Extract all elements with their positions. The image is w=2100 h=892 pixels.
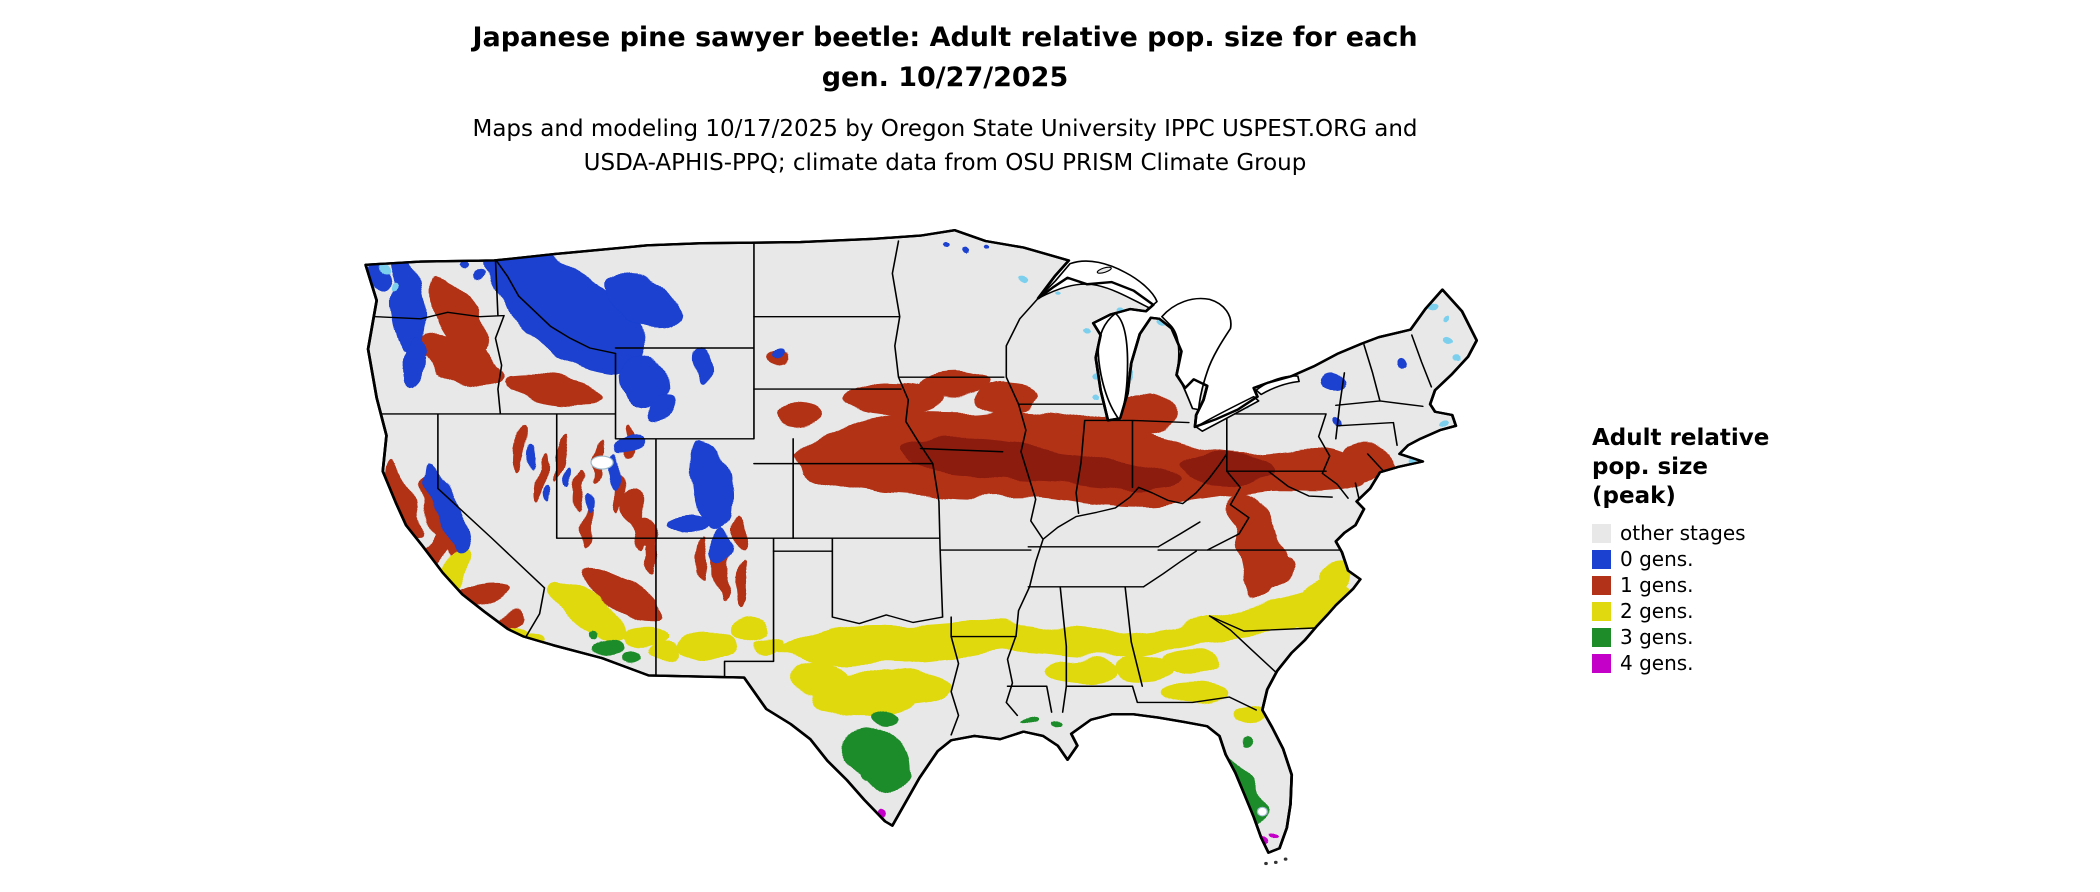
- legend-item-1-gens: 1 gens.: [1592, 572, 1882, 598]
- legend-item-0-gens: 0 gens.: [1592, 546, 1882, 572]
- subtitle-line-1: Maps and modeling 10/17/2025 by Oregon S…: [472, 116, 1418, 142]
- legend: Adult relative pop. size (peak) other st…: [1592, 424, 1882, 676]
- us-map-svg: [364, 229, 1479, 866]
- great-salt-lake: [590, 455, 614, 470]
- lake-okeechobee: [1256, 806, 1268, 817]
- legend-swatch: [1592, 601, 1611, 621]
- lake-superior: [1037, 260, 1158, 309]
- legend-swatch: [1592, 627, 1611, 647]
- national-outline: [364, 229, 1479, 854]
- legend-item-label: 0 gens.: [1620, 547, 1694, 571]
- region-1-gens-core: [898, 439, 1270, 490]
- legend-item-3-gens: 3 gens.: [1592, 624, 1882, 650]
- legend-swatch: [1592, 575, 1611, 595]
- legend-swatch: [1592, 523, 1611, 543]
- legend-swatch: [1592, 653, 1611, 673]
- legend-title: Adult relative pop. size (peak): [1592, 424, 1882, 511]
- title-line-2: gen. 10/27/2025: [821, 62, 1069, 93]
- legend-item-4-gens: 4 gens.: [1592, 650, 1882, 676]
- isle-royale: [1096, 266, 1112, 274]
- subtitle-line-2: USDA-APHIS-PPQ; climate data from OSU PR…: [583, 150, 1307, 176]
- legend-items: other stages 0 gens. 1 gens. 2 gens. 3 g…: [1592, 520, 1882, 676]
- florida-keys: [1264, 857, 1288, 866]
- legend-item-other-stages: other stages: [1592, 520, 1882, 546]
- legend-title-line-3: (peak): [1592, 483, 1676, 509]
- map-title: Japanese pine sawyer beetle: Adult relat…: [0, 18, 1890, 98]
- map-subtitle: Maps and modeling 10/17/2025 by Oregon S…: [0, 112, 1890, 180]
- legend-item-label: 4 gens.: [1620, 651, 1694, 675]
- legend-swatch: [1592, 549, 1611, 569]
- legend-title-line-1: Adult relative: [1592, 425, 1770, 451]
- legend-item-label: 2 gens.: [1620, 599, 1694, 623]
- us-map: [335, 214, 1560, 884]
- legend-item-label: 1 gens.: [1620, 573, 1694, 597]
- population-regions: [369, 241, 1464, 853]
- title-line-1: Japanese pine sawyer beetle: Adult relat…: [472, 22, 1418, 53]
- state-boundaries: [374, 240, 1433, 736]
- legend-item-2-gens: 2 gens.: [1592, 598, 1882, 624]
- region-4-gens: [880, 810, 1281, 853]
- legend-title-line-2: pop. size: [1592, 454, 1709, 480]
- legend-item-label: 3 gens.: [1620, 625, 1694, 649]
- legend-item-label: other stages: [1620, 521, 1746, 545]
